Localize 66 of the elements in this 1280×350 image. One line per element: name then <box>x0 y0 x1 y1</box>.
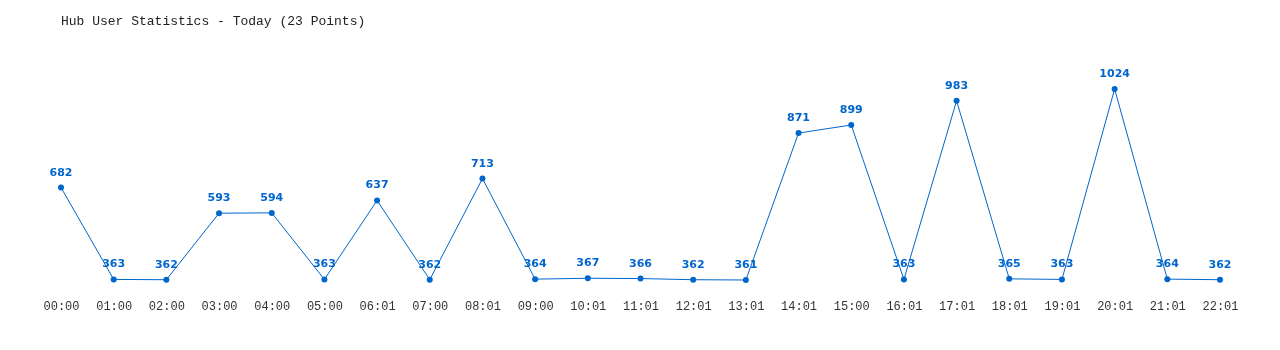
point <box>321 276 328 283</box>
x-tick-label: 02:00 <box>148 299 185 314</box>
x-tick-label: 09:00 <box>517 299 554 314</box>
chart-title: Hub User Statistics - Today (23 Points) <box>61 14 366 29</box>
point <box>637 275 644 282</box>
x-tick-label: 06:01 <box>359 299 396 314</box>
x-tick-label: 15:00 <box>833 299 870 314</box>
x-tick-label: 08:01 <box>464 299 501 314</box>
x-tick-label: 05:00 <box>306 299 343 314</box>
point <box>848 122 855 128</box>
data-label: 365 <box>997 256 1021 270</box>
x-tick-label: 07:00 <box>412 299 449 314</box>
point <box>1164 276 1171 283</box>
point <box>1111 86 1118 92</box>
point <box>479 175 486 182</box>
point <box>742 277 749 283</box>
x-tick-label: 14:01 <box>781 299 818 314</box>
data-label: 871 <box>787 111 811 125</box>
data-label: 367 <box>576 256 600 270</box>
point <box>532 276 539 283</box>
data-label: 363 <box>102 257 126 271</box>
x-tick-label: 16:01 <box>886 299 923 314</box>
point <box>1058 276 1065 283</box>
x-tick-label: 18:01 <box>991 299 1028 314</box>
point <box>1006 275 1013 282</box>
x-tick-label: 03:00 <box>201 299 238 314</box>
point <box>900 276 907 283</box>
point <box>216 210 223 217</box>
point <box>795 130 802 137</box>
data-label: 362 <box>1208 257 1232 271</box>
data-label: 362 <box>154 257 178 271</box>
data-label: 364 <box>1155 257 1180 271</box>
point <box>110 276 117 283</box>
x-tick-label: 00:00 <box>43 299 80 314</box>
data-label: 594 <box>260 190 284 204</box>
point <box>268 209 275 216</box>
data-label: 1024 <box>1099 67 1131 80</box>
point <box>1217 276 1223 283</box>
data-label: 713 <box>470 156 494 170</box>
x-tick-label: 13:01 <box>728 299 765 314</box>
data-label: 362 <box>681 257 705 271</box>
x-tick-label: 19:01 <box>1044 299 1081 314</box>
point <box>374 197 381 204</box>
x-tick-label: 17:01 <box>939 299 976 314</box>
x-tick-label: 22:01 <box>1202 299 1239 314</box>
data-label: 363 <box>312 257 336 271</box>
point <box>690 276 697 283</box>
x-tick-label: 21:01 <box>1149 299 1186 314</box>
data-label: 364 <box>523 257 547 271</box>
point <box>163 276 170 283</box>
point <box>426 276 433 283</box>
data-label: 637 <box>365 178 389 192</box>
data-label: 593 <box>207 191 231 205</box>
point <box>58 184 64 191</box>
x-tick-label: 04:00 <box>254 299 291 314</box>
x-tick-label: 11:01 <box>622 299 660 314</box>
point <box>953 97 960 104</box>
x-tick-label: 01:00 <box>96 299 133 314</box>
data-label: 899 <box>839 103 863 117</box>
data-label: 983 <box>945 78 969 92</box>
data-label: 366 <box>629 256 653 270</box>
x-tick-label: 12:01 <box>675 299 712 314</box>
x-tick-label: 10:01 <box>570 299 607 314</box>
data-label: 682 <box>49 165 73 179</box>
point <box>584 275 591 282</box>
x-tick-label: 20:01 <box>1097 299 1134 314</box>
